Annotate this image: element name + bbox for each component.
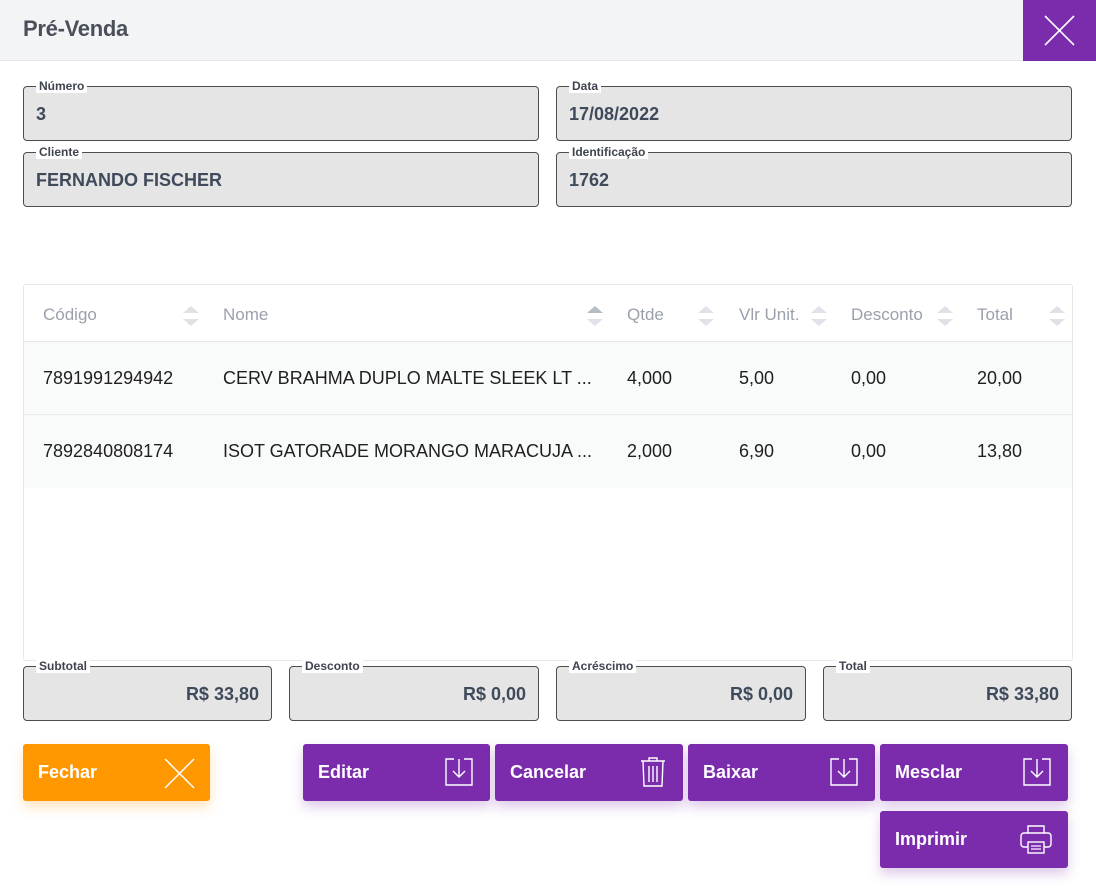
identificacao-value: 1762: [569, 170, 610, 190]
table-row[interactable]: 7891991294942 CERV BRAHMA DUPLO MALTE SL…: [24, 342, 1072, 415]
numero-label: Número: [36, 79, 88, 93]
download-icon: [830, 758, 858, 786]
subtotal-value: R$ 33,80: [185, 684, 259, 704]
cliente-field[interactable]: Cliente FERNANDO FISCHER: [23, 145, 539, 207]
cell-qtde: 2,000: [627, 441, 673, 461]
sort-icon[interactable]: [697, 304, 715, 328]
cell-codigo: 7891991294942: [43, 368, 174, 388]
cell-total: 20,00: [977, 368, 1023, 388]
cell-qtde: 4,000: [627, 368, 673, 388]
identificacao-label: Identificação: [569, 145, 649, 159]
close-button[interactable]: [1023, 0, 1096, 61]
fechar-button-label: Fechar: [38, 762, 98, 782]
column-header-desconto[interactable]: Desconto: [851, 305, 923, 324]
cell-nome: CERV BRAHMA DUPLO MALTE SLEEK LT ...: [223, 368, 592, 388]
subtotal-field[interactable]: Subtotal R$ 33,80: [23, 659, 272, 721]
identificacao-field[interactable]: Identificação 1762: [556, 145, 1072, 207]
sort-icon[interactable]: [810, 304, 828, 328]
mesclar-button[interactable]: Mesclar: [880, 744, 1068, 801]
close-icon: [1044, 15, 1075, 46]
column-header-vlr-unit[interactable]: Vlr Unit.: [739, 305, 800, 324]
dialog-header: Pré-Venda: [0, 0, 1096, 61]
close-icon: [164, 758, 195, 789]
total-value: R$ 33,80: [985, 684, 1059, 704]
cell-total: 13,80: [977, 441, 1023, 461]
acrescimo-label: Acréscimo: [569, 659, 637, 673]
numero-value: 3: [36, 104, 47, 124]
data-label: Data: [569, 79, 602, 93]
sort-icon[interactable]: [182, 304, 200, 328]
download-icon: [1023, 758, 1051, 786]
table-header: Código Nome Qtde Vlr Unit. Desconto Tota…: [24, 285, 1072, 342]
table-row[interactable]: 7892840808174 ISOT GATORADE MORANGO MARA…: [24, 415, 1072, 488]
column-header-nome[interactable]: Nome: [223, 305, 269, 324]
cell-desconto: 0,00: [851, 441, 887, 461]
baixar-button[interactable]: Baixar: [688, 744, 875, 801]
imprimir-button[interactable]: Imprimir: [880, 811, 1068, 868]
download-icon: [445, 758, 473, 786]
sort-icon[interactable]: [936, 304, 954, 328]
subtotal-label: Subtotal: [36, 659, 90, 673]
desconto-field[interactable]: Desconto R$ 0,00: [289, 659, 539, 721]
column-header-codigo[interactable]: Código: [43, 305, 97, 324]
imprimir-button-label: Imprimir: [895, 829, 968, 849]
cancelar-button-label: Cancelar: [510, 762, 587, 782]
acrescimo-field[interactable]: Acréscimo R$ 0,00: [556, 659, 806, 721]
editar-button-label: Editar: [318, 762, 370, 782]
editar-button[interactable]: Editar: [303, 744, 490, 801]
total-field[interactable]: Total R$ 33,80: [823, 659, 1072, 721]
column-header-total[interactable]: Total: [977, 305, 1013, 324]
cell-vlr-unit: 5,00: [739, 368, 775, 388]
cliente-value: FERNANDO FISCHER: [36, 170, 223, 190]
acrescimo-value: R$ 0,00: [729, 684, 793, 704]
cell-nome: ISOT GATORADE MORANGO MARACUJA ...: [223, 441, 593, 461]
cancelar-button[interactable]: Cancelar: [495, 744, 683, 801]
items-table: Código Nome Qtde Vlr Unit. Desconto Tota…: [23, 284, 1073, 661]
trash-icon: [641, 757, 665, 787]
cell-vlr-unit: 6,90: [739, 441, 775, 461]
cell-codigo: 7892840808174: [43, 441, 174, 461]
sort-icon[interactable]: [586, 304, 604, 328]
data-value: 17/08/2022: [569, 104, 660, 124]
fechar-button[interactable]: Fechar: [23, 744, 210, 801]
data-field[interactable]: Data 17/08/2022: [556, 79, 1072, 141]
printer-icon: [1020, 825, 1052, 854]
mesclar-button-label: Mesclar: [895, 762, 963, 782]
numero-field[interactable]: Número 3: [23, 79, 539, 141]
cliente-label: Cliente: [36, 145, 83, 159]
total-label: Total: [836, 659, 870, 673]
desconto-label: Desconto: [302, 659, 363, 673]
cell-desconto: 0,00: [851, 368, 887, 388]
page-title: Pré-Venda: [23, 16, 128, 41]
desconto-value: R$ 0,00: [462, 684, 526, 704]
baixar-button-label: Baixar: [703, 762, 759, 782]
sort-icon[interactable]: [1048, 304, 1066, 328]
column-header-qtde[interactable]: Qtde: [627, 305, 664, 324]
